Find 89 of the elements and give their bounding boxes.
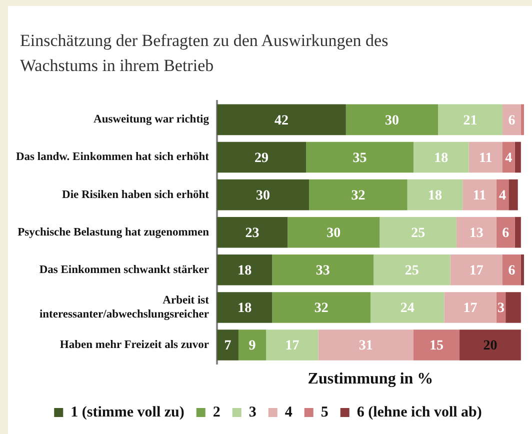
bar — [407, 179, 463, 210]
bar — [514, 142, 521, 173]
legend-label: 2 — [212, 404, 220, 420]
bar — [266, 330, 318, 360]
data-label: 11 — [472, 188, 486, 204]
data-label: 30 — [384, 113, 399, 128]
bar — [216, 142, 306, 173]
data-label: 13 — [469, 226, 484, 241]
bar — [502, 254, 521, 286]
bar — [444, 292, 496, 323]
bar — [508, 179, 518, 210]
bar — [520, 254, 524, 286]
bar — [496, 216, 515, 248]
bar — [306, 142, 414, 173]
data-label: 20 — [483, 338, 498, 354]
bar — [506, 292, 521, 323]
data-label: 32 — [314, 301, 328, 316]
data-label: 15 — [430, 338, 444, 354]
legend-label: 5 — [320, 404, 328, 420]
data-label: 18 — [434, 150, 448, 166]
bar — [272, 254, 374, 286]
bar — [238, 330, 266, 360]
x-axis-title: Zustimmung in % — [308, 370, 434, 388]
bar — [346, 104, 438, 136]
bar — [216, 254, 272, 286]
data-label: 25 — [411, 226, 426, 241]
bar — [374, 254, 450, 286]
y-tick-label: Haben mehr Freizeit als zuvor — [60, 338, 209, 351]
legend-label: 4 — [284, 404, 293, 420]
bar — [380, 216, 456, 248]
bar — [502, 142, 515, 173]
data-label: 7 — [224, 338, 232, 354]
bar — [216, 104, 346, 136]
bar — [370, 292, 444, 323]
bar — [413, 142, 469, 173]
data-label: 18 — [238, 301, 252, 316]
bar — [216, 330, 238, 360]
bar — [309, 179, 408, 210]
data-label: 18 — [238, 264, 252, 279]
data-label: 30 — [256, 188, 270, 204]
data-label: 6 — [508, 113, 516, 128]
bar — [288, 216, 380, 248]
legend-label: 6 (lehne ich voll ab) — [356, 404, 482, 420]
data-label: 35 — [352, 150, 367, 166]
bar — [318, 330, 414, 360]
legend-label: 1 (stimme voll zu) — [70, 404, 184, 420]
bar — [216, 292, 272, 323]
data-label: 32 — [351, 188, 366, 204]
legend-label: 3 — [248, 404, 256, 420]
y-tick-label: Ausweitung war richtig — [94, 114, 210, 126]
bar — [460, 330, 521, 360]
bar — [216, 179, 310, 210]
bar — [450, 254, 503, 286]
data-label: 4 — [499, 188, 506, 204]
data-label: 29 — [254, 150, 268, 166]
data-label: 21 — [463, 113, 478, 128]
y-tick-label: Das Einkommen schwankt stärker — [39, 264, 209, 276]
y-tick-label: Das landw. Einkommen hat sich erhöht — [16, 151, 210, 164]
data-label: 3 — [497, 301, 504, 316]
data-label: 25 — [404, 264, 419, 279]
data-label: 31 — [358, 338, 373, 354]
data-label: 17 — [285, 338, 300, 354]
data-label: 9 — [248, 338, 256, 354]
bar — [520, 104, 524, 136]
chart-title: Einschätzung der Befragten zu den Auswirkungen des Wachstums in ihrem Betrieb — [20, 30, 390, 77]
bar — [456, 216, 496, 248]
bar — [272, 292, 370, 323]
data-label: 42 — [274, 113, 288, 128]
y-tick-label: Arbeit ist interessanter/abwechslungsreicher — [39, 294, 210, 320]
y-tick-label: Psychische Belastung hat zugenommen — [18, 226, 210, 238]
y-tick-label: Die Risiken haben sich erhöht — [62, 188, 210, 201]
data-label: 11 — [479, 150, 492, 166]
bar — [468, 142, 503, 173]
data-label: 23 — [245, 226, 260, 241]
data-label: 17 — [469, 264, 484, 279]
data-label: 4 — [505, 150, 512, 166]
bar — [502, 104, 521, 136]
bar — [216, 216, 288, 248]
bar — [514, 216, 521, 248]
bar — [462, 179, 496, 210]
data-label: 33 — [316, 264, 330, 279]
data-label: 6 — [508, 264, 516, 279]
bar — [438, 104, 503, 136]
bar — [413, 330, 460, 360]
data-label: 17 — [463, 301, 478, 316]
data-label: 18 — [428, 188, 442, 204]
data-label: 24 — [400, 301, 414, 316]
data-label: 6 — [502, 226, 510, 241]
data-label: 30 — [326, 226, 341, 241]
